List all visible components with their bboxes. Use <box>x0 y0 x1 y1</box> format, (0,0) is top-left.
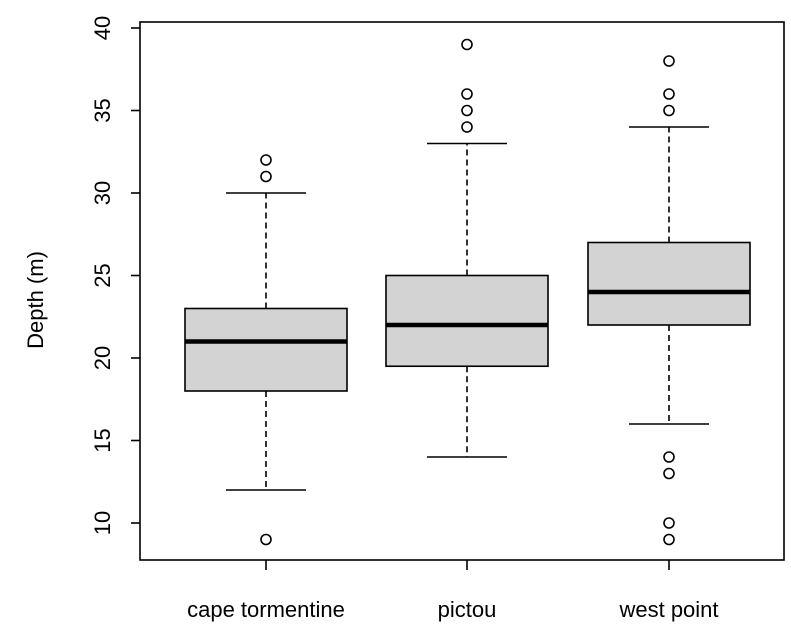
iqr-box <box>185 309 347 392</box>
box-group <box>588 56 750 545</box>
y-tick-label: 25 <box>90 263 115 287</box>
y-axis: 10 15 20 25 30 35 40 <box>90 16 140 535</box>
y-tick-label: 40 <box>90 16 115 40</box>
y-tick-label: 35 <box>90 98 115 122</box>
y-axis-label: Depth (m) <box>23 251 48 349</box>
outlier-point <box>664 452 674 462</box>
outlier-point <box>261 535 271 545</box>
box-group <box>185 155 347 545</box>
x-tick-label: pictou <box>438 597 497 622</box>
y-tick-label: 20 <box>90 346 115 370</box>
outlier-point <box>664 89 674 99</box>
outlier-point <box>664 535 674 545</box>
outlier-point <box>462 89 472 99</box>
outlier-point <box>261 172 271 182</box>
y-tick-label: 30 <box>90 181 115 205</box>
outlier-point <box>664 469 674 479</box>
x-tick-label: west point <box>618 597 718 622</box>
iqr-box <box>588 243 750 326</box>
outlier-point <box>462 122 472 132</box>
box-group <box>386 40 548 458</box>
iqr-box <box>386 276 548 367</box>
y-tick-label: 10 <box>90 511 115 535</box>
x-axis: cape tormentine pictou west point <box>187 560 718 622</box>
outlier-point <box>462 106 472 116</box>
y-tick-label: 15 <box>90 428 115 452</box>
outlier-point <box>261 155 271 165</box>
outlier-point <box>462 40 472 50</box>
outlier-point <box>664 106 674 116</box>
box-series <box>185 40 750 545</box>
outlier-point <box>664 518 674 528</box>
outlier-point <box>664 56 674 66</box>
x-tick-label: cape tormentine <box>187 597 345 622</box>
